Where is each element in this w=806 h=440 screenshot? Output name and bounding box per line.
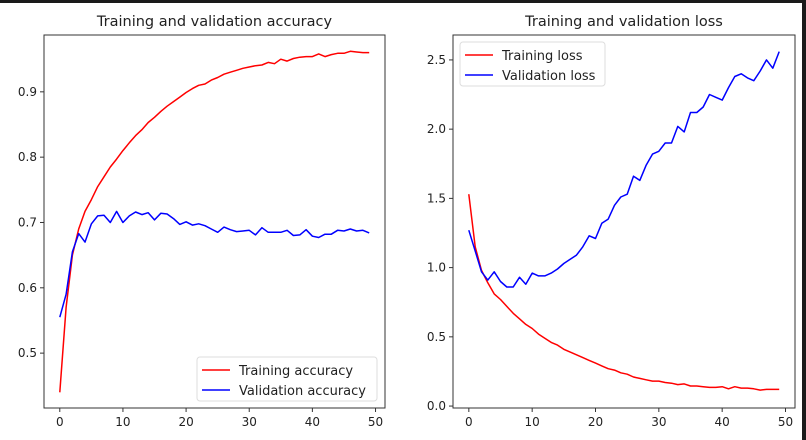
series-line-validation-accuracy	[59, 210, 370, 318]
y-tick-label: 0.0	[427, 399, 446, 413]
x-tick-label: 0	[465, 415, 473, 429]
chart-title: Training and validation accuracy	[96, 14, 333, 30]
axes-frame	[43, 34, 386, 409]
legend-label: Validation accuracy	[239, 384, 366, 399]
chart-canvas: Training and validation accuracy 0 10 20 30 4…	[18, 14, 796, 429]
legend: Training loss Validation loss	[459, 41, 606, 87]
figure: Training and validation accuracy 0 10 20 30 4…	[0, 3, 802, 440]
legend-box	[459, 41, 606, 87]
y-tick-label: 0.7	[18, 215, 37, 229]
y-tick-label: 2.5	[427, 53, 446, 67]
legend: Training accuracy Validation accuracy	[196, 356, 378, 402]
series-line-validation-loss	[468, 51, 780, 288]
x-tick-label: 10	[525, 415, 540, 429]
y-tick-label: 0.5	[427, 330, 446, 344]
y-tick-label: 0.9	[18, 85, 37, 99]
axes-frame	[452, 34, 796, 409]
x-tick-label: 30	[242, 415, 257, 429]
x-tick-label: 50	[778, 415, 793, 429]
x-tick-label: 20	[588, 415, 603, 429]
y-tick-label: 1.0	[427, 261, 446, 275]
x-tick-label: 40	[715, 415, 730, 429]
y-tick-label: 0.8	[18, 150, 37, 164]
subplot-loss: Training and validation loss 0 10 20 30 40 50 0…	[427, 14, 796, 429]
x-tick-label: 0	[56, 415, 64, 429]
legend-label: Validation loss	[502, 69, 596, 84]
y-tick-label: 1.5	[427, 191, 446, 205]
x-tick-label: 20	[178, 415, 193, 429]
chart-title: Training and validation loss	[524, 14, 723, 30]
series-line-training-accuracy	[59, 50, 370, 393]
legend-label: Training accuracy	[238, 364, 353, 379]
x-tick-label: 30	[651, 415, 666, 429]
y-tick-label: 0.6	[18, 281, 37, 295]
y-tick-label: 0.5	[18, 346, 37, 360]
x-tick-label: 10	[115, 415, 130, 429]
y-tick-label: 2.0	[427, 122, 446, 136]
series-line-training-loss	[468, 194, 780, 391]
legend-box	[196, 356, 378, 402]
x-tick-label: 40	[305, 415, 320, 429]
x-tick-label: 50	[368, 415, 383, 429]
legend-label: Training loss	[501, 49, 583, 64]
subplot-accuracy: Training and validation accuracy 0 10 20 30 4…	[18, 14, 386, 429]
